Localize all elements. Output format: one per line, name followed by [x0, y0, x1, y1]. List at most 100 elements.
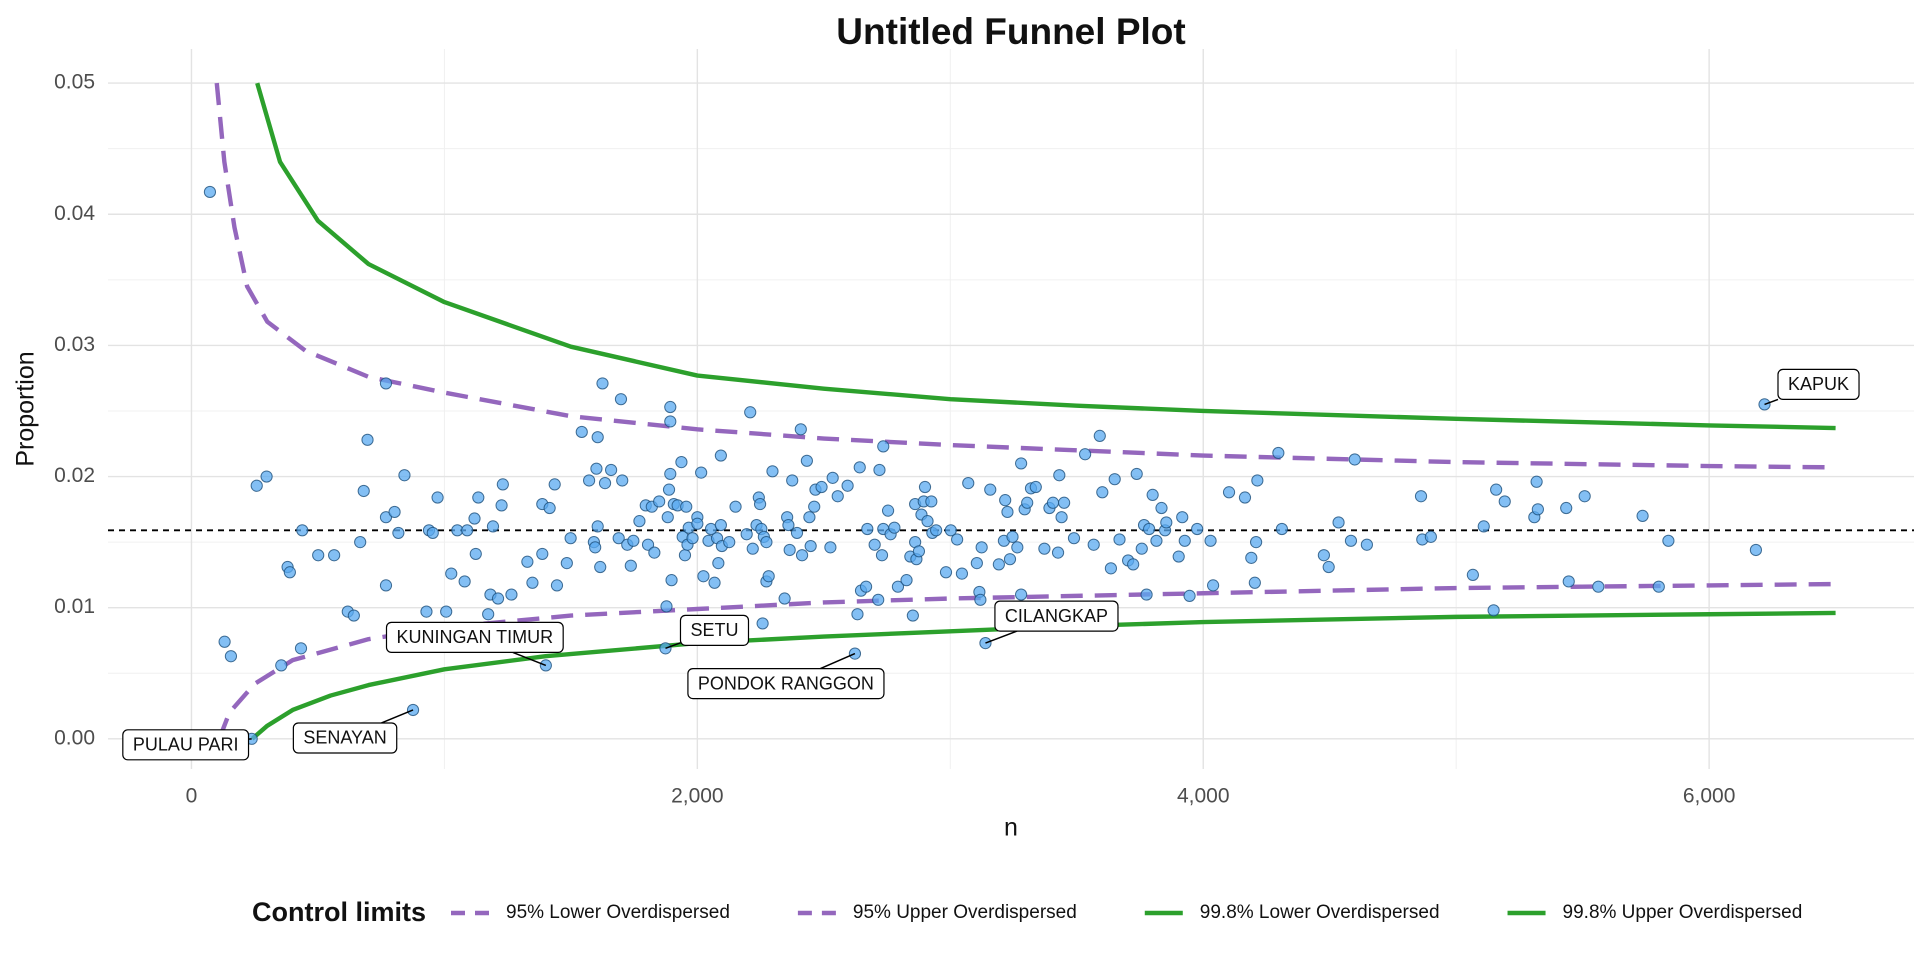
point — [680, 500, 693, 513]
point — [486, 520, 500, 533]
point — [1176, 511, 1189, 524]
point — [708, 576, 721, 589]
point — [1087, 538, 1100, 551]
point — [1191, 522, 1204, 536]
point — [1140, 588, 1153, 601]
point — [662, 483, 676, 496]
annotation-leader — [985, 630, 1018, 644]
point — [729, 500, 742, 513]
point — [379, 579, 393, 592]
point — [1250, 536, 1263, 549]
control-limit-line — [255, 82, 1836, 431]
point — [831, 490, 844, 503]
point — [951, 533, 964, 546]
point — [875, 549, 889, 562]
point — [1414, 490, 1428, 503]
point — [526, 576, 539, 589]
point — [778, 592, 791, 605]
annotation-box — [385, 621, 564, 653]
point — [469, 547, 482, 561]
point — [851, 608, 864, 621]
point — [582, 474, 596, 487]
point — [283, 566, 296, 579]
point — [624, 559, 637, 572]
point — [888, 521, 901, 534]
annotation-box — [292, 722, 398, 754]
point — [594, 560, 607, 574]
point — [461, 524, 474, 537]
point — [589, 541, 602, 554]
point — [1344, 534, 1358, 547]
point — [379, 377, 393, 390]
point — [328, 549, 341, 562]
point — [1272, 446, 1285, 460]
legend-title: Control limits — [252, 897, 426, 927]
point — [841, 479, 854, 492]
point — [1011, 541, 1024, 554]
point — [1108, 473, 1121, 486]
point — [783, 543, 796, 557]
point — [803, 511, 816, 524]
legend-label: 95% Upper Overdispersed — [853, 902, 1077, 923]
point — [930, 524, 943, 537]
point — [612, 532, 625, 545]
point — [605, 463, 618, 477]
point — [1248, 576, 1261, 589]
point — [1562, 575, 1575, 588]
point — [686, 532, 699, 545]
point — [1127, 558, 1140, 571]
y-tick-label: 0.01 — [54, 595, 95, 618]
point — [1245, 551, 1258, 564]
point — [560, 556, 573, 570]
y-axis-title: Proportion — [12, 351, 40, 466]
point — [431, 491, 444, 504]
point — [1096, 486, 1109, 499]
point — [1317, 549, 1330, 562]
point — [1093, 429, 1106, 442]
point — [1490, 483, 1503, 496]
x-tick-label: 4,000 — [1177, 785, 1230, 808]
point — [420, 605, 433, 618]
point — [974, 593, 987, 606]
point — [564, 532, 577, 545]
point — [786, 474, 799, 487]
point — [357, 484, 370, 498]
point — [944, 524, 957, 537]
point — [1560, 501, 1573, 515]
point — [1749, 543, 1763, 557]
point — [873, 463, 886, 477]
point — [939, 566, 953, 579]
point — [260, 470, 273, 483]
point — [660, 600, 673, 613]
annotation-box — [687, 667, 885, 700]
point — [1160, 516, 1173, 529]
point — [975, 541, 988, 554]
point — [746, 542, 759, 555]
point — [1130, 467, 1143, 481]
point — [1029, 480, 1042, 494]
point — [723, 536, 736, 549]
point — [250, 479, 263, 492]
point — [1038, 542, 1051, 555]
point — [398, 469, 411, 482]
annotation-label: SENAYAN — [303, 728, 386, 748]
legend: Control limits 95% Lower Overdispersed 95… — [252, 897, 1802, 927]
point — [714, 518, 727, 532]
annotation-leader — [381, 709, 414, 724]
point — [548, 478, 561, 491]
point — [591, 520, 604, 533]
annotation-label: PONDOK RANGGON — [698, 673, 874, 693]
point — [275, 659, 288, 672]
point — [808, 500, 821, 513]
point — [661, 511, 674, 524]
point — [1332, 516, 1345, 529]
point — [790, 526, 804, 540]
point — [653, 495, 666, 508]
point — [1424, 530, 1437, 543]
point — [824, 541, 837, 554]
point — [1015, 457, 1028, 470]
point — [815, 480, 828, 494]
point — [445, 567, 458, 580]
point — [440, 605, 453, 618]
